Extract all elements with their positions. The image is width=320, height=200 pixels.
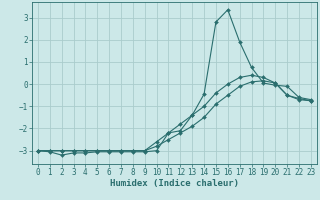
X-axis label: Humidex (Indice chaleur): Humidex (Indice chaleur)	[110, 179, 239, 188]
